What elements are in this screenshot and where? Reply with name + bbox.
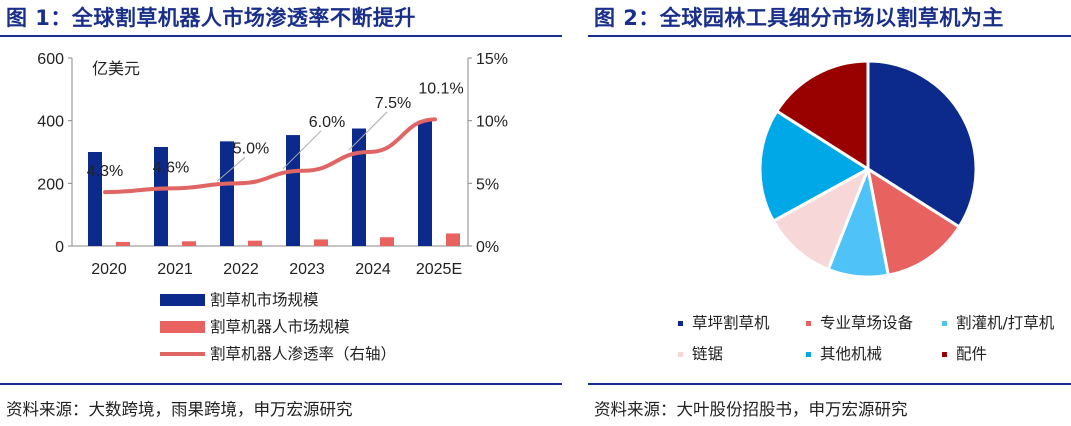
- bar-robot-market: [380, 237, 394, 246]
- pie-slice-4: [758, 109, 870, 223]
- penetration-data-label: 7.5%: [375, 95, 411, 112]
- bar-mower-market: [352, 128, 366, 246]
- right-chart-panel: 图 2：全球园林工具细分市场以割草机为主 草坪割草机 专业草场设备 割灌机/打草…: [588, 0, 1071, 426]
- x-tick-label: 2023: [289, 261, 325, 278]
- left-source-text: 资料来源：大数跨境，雨果跨境，申万宏源研究: [6, 400, 353, 419]
- left-y-tick-label: 600: [37, 51, 64, 68]
- pie-slice-5: [775, 59, 870, 171]
- x-tick-label: 2021: [157, 261, 193, 278]
- pie-legend-dot-4: [806, 352, 811, 357]
- bar-mower-market: [418, 121, 432, 246]
- legend-label-mower-market: 割草机市场规模: [210, 291, 319, 309]
- right-chart-title: 图 2：全球园林工具细分市场以割草机为主: [594, 6, 1004, 30]
- bar-mower-market: [88, 152, 102, 246]
- bar-robot-market: [446, 233, 460, 246]
- legend-line-penetration: [160, 352, 205, 356]
- right-y-tick-label: 0%: [476, 239, 499, 256]
- left-y-tick-label: 200: [37, 176, 64, 193]
- x-tick-label: 2024: [355, 261, 391, 278]
- data-label-leader: [282, 130, 322, 170]
- penetration-data-label: 5.0%: [233, 140, 269, 157]
- penetration-data-label: 6.0%: [309, 114, 345, 131]
- right-title-rule: [588, 35, 1071, 37]
- x-tick-label: 2022: [223, 261, 259, 278]
- right-y-tick-label: 15%: [476, 51, 508, 68]
- pie-legend-label-0: 草坪割草机: [692, 314, 770, 332]
- pie-legend-label-5: 配件: [956, 345, 988, 363]
- bar-robot-market: [248, 240, 262, 246]
- right-y-tick-label: 10%: [476, 114, 508, 131]
- bar-robot-market: [182, 241, 196, 246]
- bar-mower-market: [220, 141, 234, 246]
- left-chart-title: 图 1：全球割草机器人市场渗透率不断提升: [6, 6, 416, 30]
- pie-legend-dot-5: [942, 352, 947, 357]
- pie-legend-dot-2: [942, 321, 947, 326]
- pie-legend-label-2: 割灌机/打草机: [956, 314, 1055, 332]
- left-chart-panel: 图 1：全球割草机器人市场渗透率不断提升 0 200 400 600 0% 5% 10% 15…: [0, 6, 562, 419]
- left-y-tick-label: 400: [37, 114, 64, 131]
- combo-chart: 0 200 400 600 0% 5% 10% 15% 亿美元 2020 2021 2022 2023 2…: [37, 51, 508, 278]
- pie-chart: [758, 59, 978, 279]
- pie-legend-label-3: 链锯: [692, 345, 724, 363]
- legend-swatch-mower-market: [160, 294, 205, 306]
- right-source-rule: [588, 383, 1071, 385]
- right-y-tick-label: 5%: [476, 176, 499, 193]
- legend-label-penetration: 割草机器人渗透率（右轴）: [210, 345, 397, 363]
- legend-swatch-robot-market: [160, 321, 205, 333]
- penetration-data-label: 10.1%: [418, 80, 463, 97]
- pie-legend-label-1: 专业草场设备: [820, 314, 914, 332]
- pie-legend-label-4: 其他机械: [820, 345, 883, 363]
- bar-mower-market: [286, 135, 300, 246]
- pie-legend-dot-3: [678, 352, 683, 357]
- data-label-leader: [216, 156, 246, 182]
- pie-slice-1: [866, 167, 961, 277]
- left-source-rule: [0, 383, 562, 385]
- legend-label-robot-market: 割草机器人市场规模: [210, 318, 350, 336]
- bar-robot-market: [116, 241, 130, 246]
- bar-mower-market: [154, 146, 168, 246]
- left-title-rule: [0, 35, 562, 37]
- data-label-leader: [348, 111, 388, 151]
- unit-label: 亿美元: [92, 60, 140, 78]
- penetration-line: [103, 117, 437, 195]
- penetration-data-label: 4.6%: [153, 159, 189, 176]
- pie-legend-dot-1: [806, 321, 811, 326]
- penetration-data-label: 4.3%: [87, 163, 123, 180]
- bar-robot-market: [314, 239, 328, 246]
- x-tick-label: 2020: [91, 261, 127, 278]
- pie-legend-dot-0: [678, 321, 683, 326]
- x-tick-label: 2025E: [416, 261, 462, 278]
- left-y-tick-label: 0: [55, 239, 64, 256]
- right-source-text: 资料来源：大叶股份招股书，申万宏源研究: [594, 400, 908, 419]
